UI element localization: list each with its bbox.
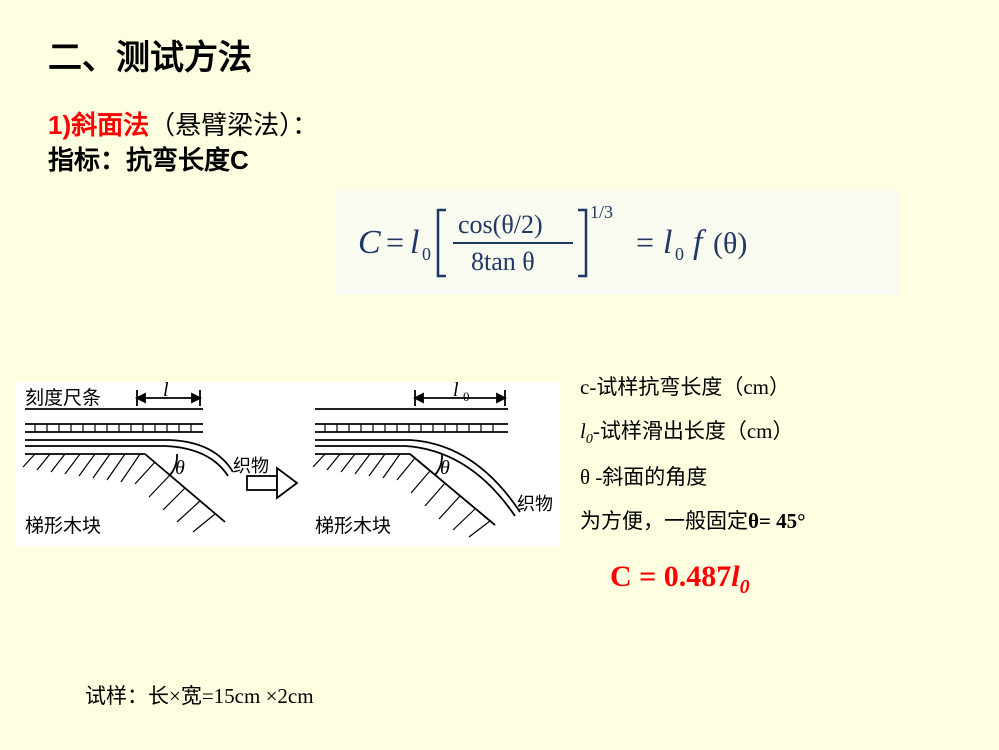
- formula-box: C = l 0 cos(θ/2) 8tan θ 1/3 = l 0 f (θ): [335, 190, 900, 295]
- svg-text:0: 0: [463, 389, 470, 404]
- desc-line-1: c-试样抗弯长度（cm）: [580, 365, 806, 409]
- svg-text:l: l: [163, 382, 169, 401]
- sample-spec: 试样：长×宽=15cm ×2cm: [85, 680, 314, 710]
- svg-text:θ: θ: [440, 457, 450, 479]
- svg-text:=: =: [636, 224, 654, 260]
- svg-text:l: l: [453, 382, 459, 401]
- svg-text:1/3: 1/3: [590, 202, 613, 222]
- svg-text:θ: θ: [175, 457, 185, 479]
- method-line: 1)斜面法（悬臂梁法）：: [48, 105, 318, 142]
- svg-text:C: C: [358, 224, 381, 261]
- svg-text:梯形木块: 梯形木块: [315, 515, 391, 537]
- svg-text:l: l: [663, 224, 672, 261]
- svg-text:梯形木块: 梯形木块: [25, 515, 101, 537]
- result-formula: C = 0.487l0: [610, 560, 750, 599]
- diagram-svg: 刻度尺条 l 织物: [15, 382, 560, 547]
- svg-text:f: f: [693, 224, 707, 261]
- svg-text:8tan θ: 8tan θ: [471, 247, 535, 276]
- svg-text:织物: 织物: [233, 456, 269, 476]
- section-title: 二、测试方法: [48, 30, 252, 79]
- svg-text:l: l: [410, 224, 419, 261]
- desc-line-2: l0-试样滑出长度（cm）: [580, 409, 806, 455]
- method-num-name: 1)斜面法: [48, 110, 149, 140]
- svg-text:=: =: [386, 224, 404, 260]
- svg-text:0: 0: [422, 244, 431, 264]
- description-block: c-试样抗弯长度（cm） l0-试样滑出长度（cm） θ -斜面的角度 为方便，…: [580, 365, 806, 543]
- diagram-box: 刻度尺条 l 织物: [15, 382, 560, 547]
- formula-svg: C = l 0 cos(θ/2) 8tan θ 1/3 = l 0 f (θ): [348, 198, 888, 288]
- svg-text:(θ): (θ): [713, 227, 747, 260]
- method-alt: （悬臂梁法）：: [149, 110, 318, 140]
- svg-text:0: 0: [675, 244, 684, 264]
- desc-line-3: θ -斜面的角度: [580, 455, 806, 499]
- svg-text:织物: 织物: [517, 494, 553, 514]
- indicator-line: 指标：抗弯长度C: [48, 140, 249, 177]
- desc-line-4: 为方便，一般固定θ= 45°: [580, 499, 806, 543]
- svg-text:刻度尺条: 刻度尺条: [25, 387, 101, 409]
- svg-text:cos(θ/2): cos(θ/2): [458, 210, 543, 239]
